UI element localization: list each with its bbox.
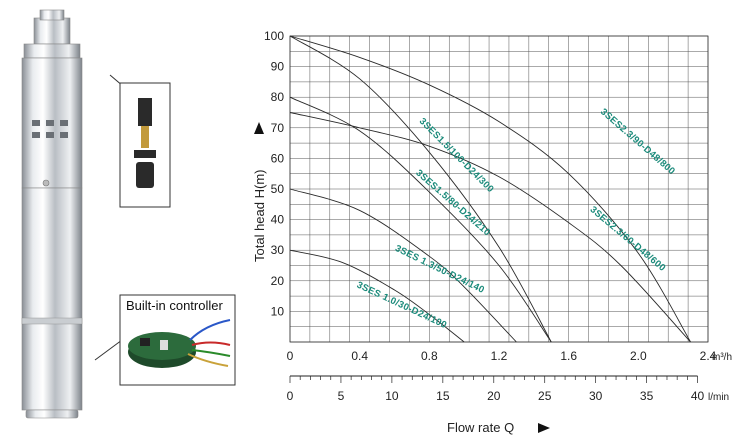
y-tick-label: 40 <box>271 213 285 227</box>
y-tick-label: 60 <box>271 151 285 165</box>
y-axis-title: Total head H(m) <box>252 170 267 262</box>
y-arrow-icon <box>254 122 264 134</box>
y-tick-label: 50 <box>271 182 285 196</box>
x-tick-label-secondary: 10 <box>385 389 399 403</box>
x-tick-label-secondary: 5 <box>338 389 345 403</box>
x-tick-label-secondary: 0 <box>287 389 294 403</box>
y-tick-label: 10 <box>271 304 285 318</box>
y-tick-label: 70 <box>271 121 285 135</box>
x-tick-label-primary: 1.2 <box>491 349 508 363</box>
curve-line <box>289 35 552 343</box>
pump-body <box>21 9 83 419</box>
controller-inset: Built-in controller <box>94 294 236 386</box>
y-tick-label: 90 <box>271 60 285 74</box>
x-tick-label-primary: 1.6 <box>560 349 577 363</box>
curve-label: 3SES 1.3/50-D24/140 <box>393 243 486 296</box>
curve-line <box>289 35 691 343</box>
x-tick-label-secondary: 35 <box>640 389 654 403</box>
x-tick-label-secondary: 25 <box>538 389 552 403</box>
y-tick-label: 100 <box>264 29 284 43</box>
x-tick-labels-primary: 0 0.4 0.8 1.2 1.6 2.0 2.4 <box>287 349 717 363</box>
intake-slots <box>32 120 68 138</box>
x-tick-label-primary: 0 <box>287 349 294 363</box>
curve-line <box>289 96 552 343</box>
y-tick-label: 30 <box>271 243 285 257</box>
curve-line <box>289 188 517 343</box>
x-arrow-icon <box>538 423 550 433</box>
product-illustration: Built-in controller <box>21 9 236 419</box>
x-tick-label-primary: 2.0 <box>630 349 647 363</box>
curve-label: 3SES 1.0/30-D24/100 <box>355 280 449 331</box>
x-unit-primary: m³/h <box>712 352 732 363</box>
x-unit-secondary: l/min <box>708 392 729 403</box>
x-tick-labels-secondary: 0 5 10 15 20 25 30 35 40 <box>287 375 705 403</box>
x-tick-label-secondary: 15 <box>436 389 450 403</box>
y-tick-labels: 10 20 30 40 50 60 70 80 90 100 <box>264 29 284 318</box>
impeller-inset <box>109 74 171 208</box>
x-tick-label-primary: 0.4 <box>351 349 368 363</box>
chart-curves <box>289 35 691 343</box>
inset-label: Built-in controller <box>126 298 223 313</box>
x-axis-title: Flow rate Q <box>447 420 514 435</box>
curve-line <box>289 112 691 343</box>
x-tick-label-primary: 2.4 <box>700 349 717 363</box>
chart-grid <box>289 35 709 343</box>
y-tick-label: 80 <box>271 90 285 104</box>
x-tick-label-secondary: 20 <box>487 389 501 403</box>
curve-label: 3SES2.3/60-D48/600 <box>588 204 668 274</box>
x-tick-label-secondary: 30 <box>589 389 603 403</box>
curve-label: 3SES2.3/90-D48/800 <box>598 106 677 177</box>
curve-line <box>289 249 465 343</box>
x-tick-label-primary: 0.8 <box>421 349 438 363</box>
x-tick-label-secondary: 40 <box>691 389 705 403</box>
y-tick-label: 20 <box>271 274 285 288</box>
